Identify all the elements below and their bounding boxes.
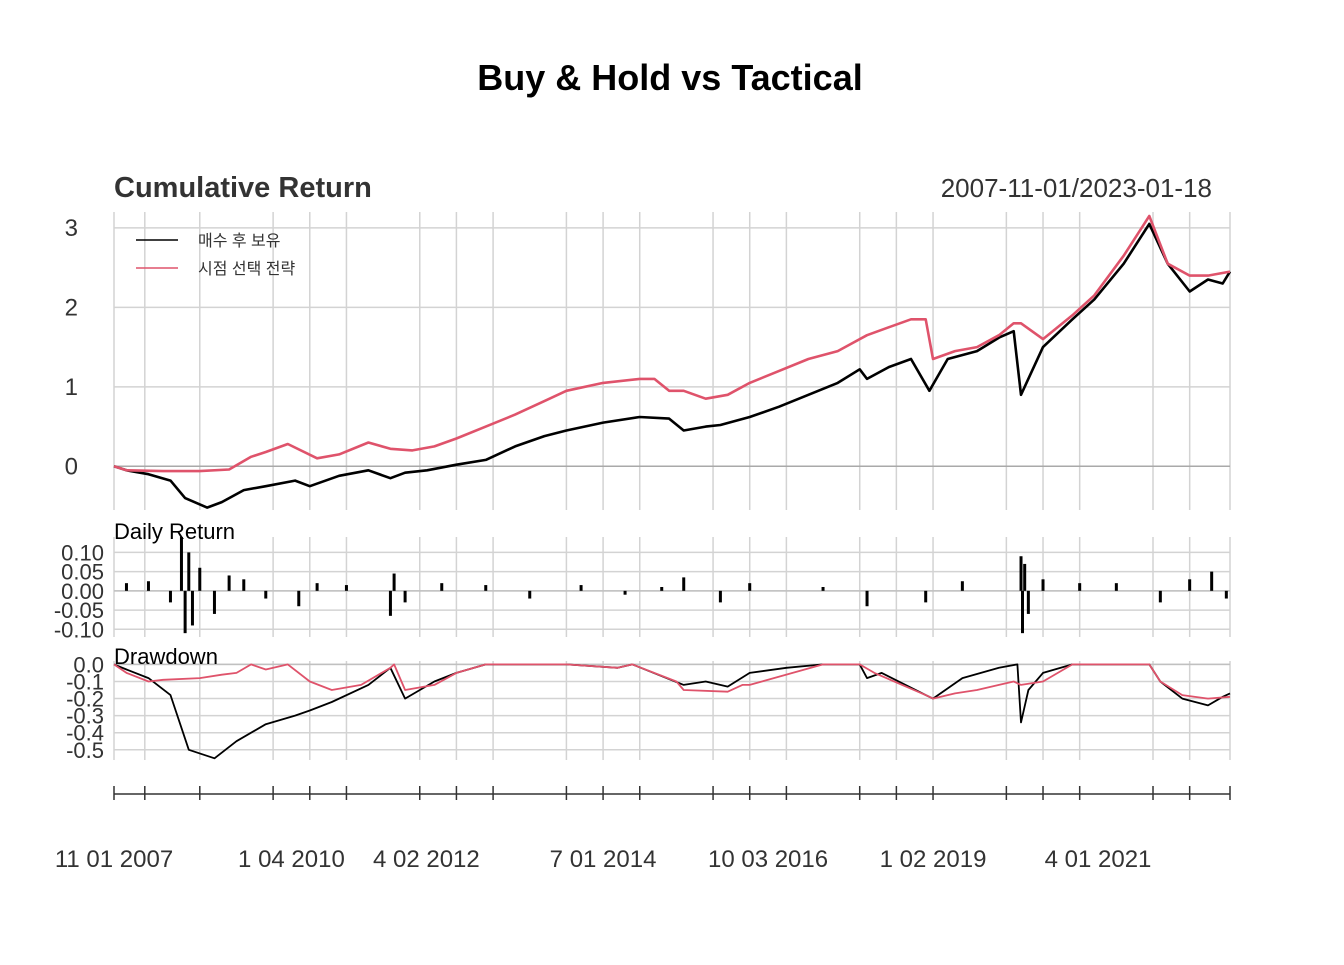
panel-title-daily-return: Daily Return [114, 519, 235, 544]
y-tick-label: 0.00 [61, 579, 104, 604]
y-tick-label: 1 [65, 374, 78, 401]
series-line-buy-hold [113, 222, 1232, 509]
legend-label-tactical: 시점 선택 전략 [198, 260, 295, 278]
legend-label-buy-hold: 매수 후 보유 [198, 232, 281, 250]
y-tick-label: 0.10 [61, 540, 104, 565]
y-tick-label: 0.05 [61, 560, 104, 585]
x-tick-label: 10 03 2016 [708, 846, 828, 873]
panel-title-cumulative-return: Cumulative Return [114, 172, 372, 204]
x-tick-label: 11 01 2007 [55, 846, 173, 873]
grid-layer [113, 212, 1231, 800]
x-tick-label: 4 02 2012 [373, 846, 480, 873]
date-range-label: 2007-11-01/2023-01-18 [941, 173, 1212, 203]
y-tick-label: -0.4 [66, 721, 104, 746]
y-tick-label: 3 [65, 215, 78, 242]
series-line-buy-hold [113, 663, 1231, 760]
chart-title: Buy & Hold vs Tactical [477, 57, 862, 98]
y-tick-label: -0.05 [54, 598, 104, 623]
y-tick-label: 0 [65, 453, 78, 480]
x-tick-label: 4 01 2021 [1045, 846, 1152, 873]
panel-title-drawdown: Drawdown [114, 644, 218, 669]
legend: 매수 후 보유 시점 선택 전략 [136, 232, 295, 278]
data-layer [113, 214, 1232, 760]
series-line-tactical [113, 214, 1231, 473]
y-tick-label: -0.2 [66, 687, 104, 712]
y-tick-label: -0.1 [66, 669, 104, 694]
x-tick-label: 1 04 2010 [238, 846, 345, 873]
x-tick-label: 1 02 2019 [880, 846, 987, 873]
y-tick-label: -0.10 [54, 617, 104, 642]
text-layer: Buy & Hold vs Tactical Cumulative Return… [54, 57, 1212, 873]
x-tick-label: 7 01 2014 [550, 846, 657, 873]
y-tick-label: -0.5 [66, 738, 104, 763]
y-tick-label: 2 [65, 294, 78, 321]
series-line-tactical [113, 663, 1231, 700]
y-tick-label: 0.0 [73, 652, 104, 677]
y-tick-label: -0.3 [66, 704, 104, 729]
